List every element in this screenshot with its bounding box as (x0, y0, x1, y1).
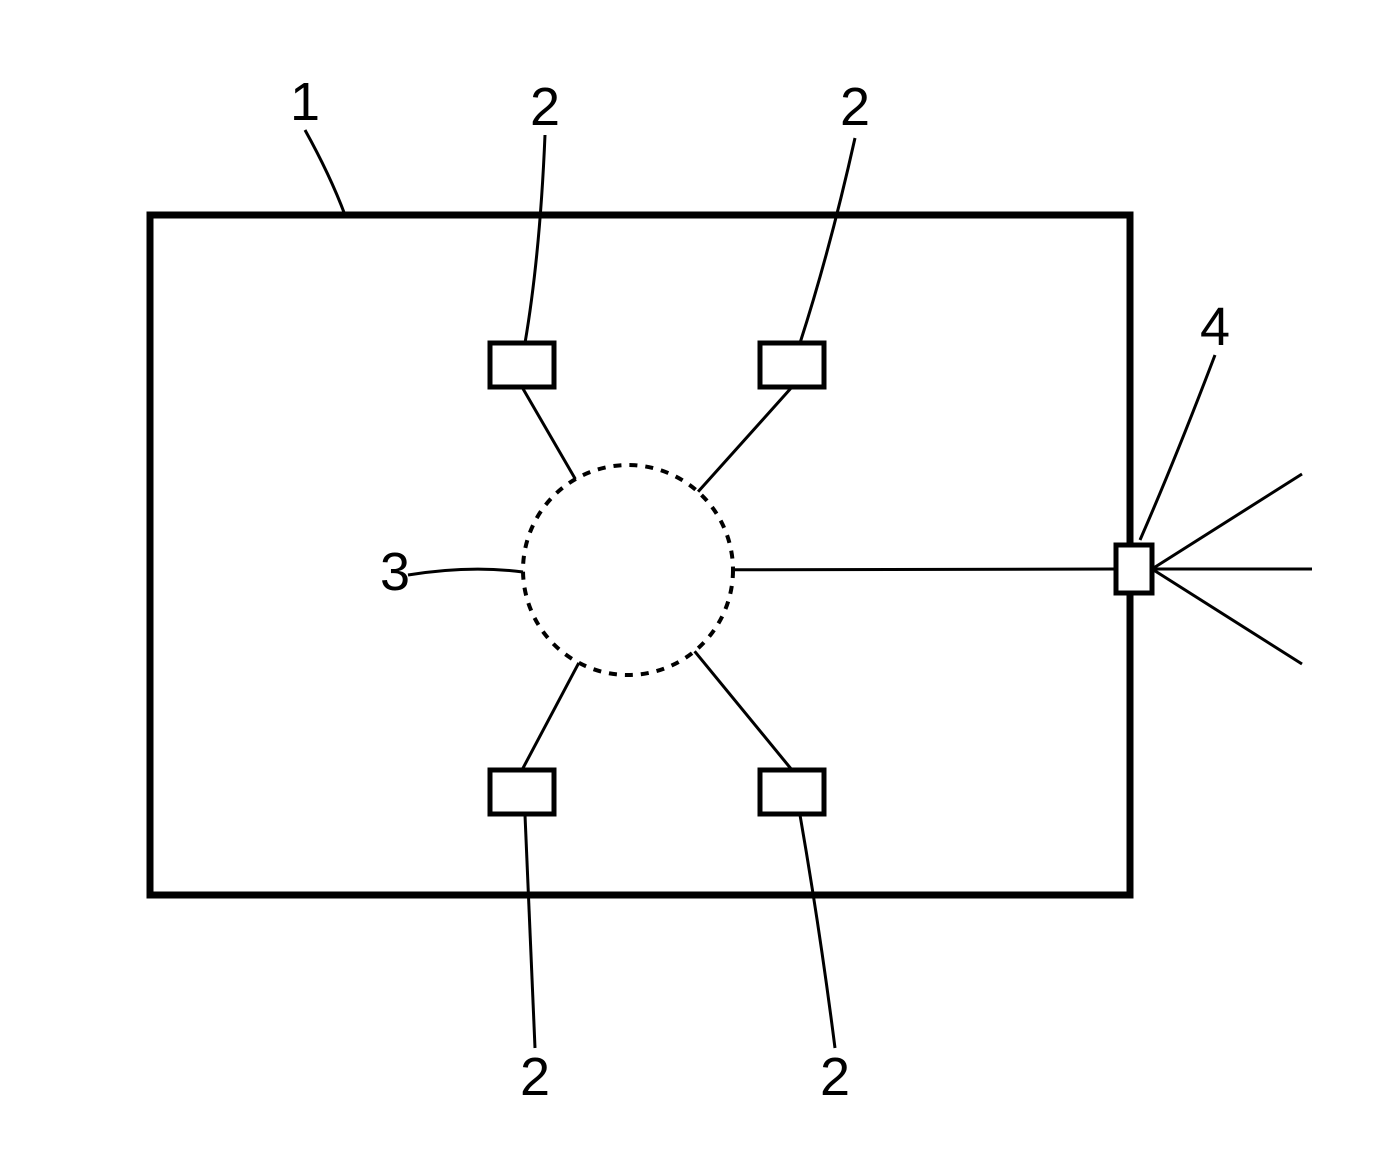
leader-2b (800, 138, 855, 343)
label-2-top-right: 2 (840, 77, 870, 137)
emitter-rays (1152, 474, 1312, 664)
emitter-box (1116, 545, 1152, 593)
label-3: 3 (380, 542, 410, 602)
emitter-ray-0 (1152, 474, 1302, 569)
label-2-top-left: 2 (530, 77, 560, 137)
leader-2c (525, 815, 535, 1048)
conn-circle-bot-right (695, 651, 792, 770)
leader-1 (305, 130, 345, 215)
leader-2d (800, 815, 835, 1048)
label-1: 1 (290, 72, 320, 132)
conn-circle-top-right (698, 387, 792, 492)
labels-group: 1 2 2 2 2 3 4 (290, 72, 1230, 1107)
leader-3 (408, 569, 523, 575)
sensor-box-top-left (490, 343, 554, 387)
emitter-ray-2 (1152, 569, 1302, 664)
conn-circle-top-left (522, 387, 575, 479)
leader-2a (525, 135, 545, 343)
sensor-box-bot-left (490, 770, 554, 814)
conn-circle-emitter (733, 569, 1116, 570)
label-2-bot-right: 2 (820, 1047, 850, 1107)
conn-circle-bot-left (522, 663, 579, 770)
label-4: 4 (1200, 297, 1230, 357)
sensor-box-bot-right (760, 770, 824, 814)
center-circle (523, 465, 733, 675)
diagram-canvas: 1 2 2 2 2 3 4 (0, 0, 1375, 1167)
label-2-bot-left: 2 (520, 1047, 550, 1107)
leader-lines (305, 130, 1215, 1048)
sensor-box-top-right (760, 343, 824, 387)
leader-4 (1140, 355, 1215, 540)
